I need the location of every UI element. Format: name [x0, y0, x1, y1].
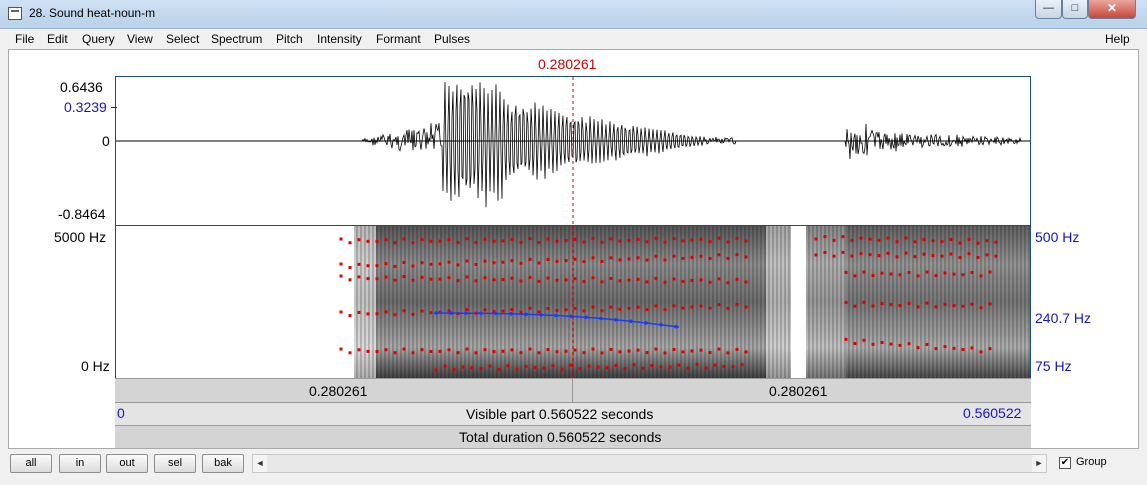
- group-checkbox[interactable]: ✔: [1059, 457, 1071, 469]
- close-button[interactable]: ✕: [1088, 0, 1136, 19]
- wave-ymark-label: 0.3239: [64, 99, 107, 115]
- spec-ybottom-label: 0 Hz: [81, 358, 110, 374]
- visible-end-label: 0.560522: [963, 405, 1022, 421]
- maximize-button[interactable]: □: [1062, 0, 1088, 19]
- menu-pitch[interactable]: Pitch: [276, 32, 303, 46]
- wave-mark-tick: [111, 107, 117, 108]
- scroll-left-icon[interactable]: ◄: [253, 455, 267, 472]
- wave-ymax-label: 0.6436: [60, 79, 103, 95]
- menu-bar: File Edit Query View Select Spectrum Pit…: [0, 29, 1147, 49]
- pitch-bottom-label: 75 Hz: [1035, 358, 1072, 374]
- horizontal-scrollbar[interactable]: ◄ ►: [252, 454, 1047, 473]
- menu-help[interactable]: Help: [1105, 32, 1130, 46]
- menu-query[interactable]: Query: [82, 32, 115, 46]
- cursor-time-label: 0.280261: [538, 56, 597, 72]
- zoom-back-button[interactable]: bak: [202, 454, 244, 473]
- title-bar[interactable]: 28. Sound heat-noun-m — □ ✕: [0, 0, 1147, 29]
- pitch-mid-label: 240.7 Hz: [1035, 310, 1092, 326]
- visible-bar[interactable]: Visible part 0.560522 seconds: [115, 402, 1031, 425]
- zoom-in-button[interactable]: in: [59, 454, 101, 473]
- menu-file[interactable]: File: [15, 32, 35, 46]
- wave-ymin-label: -0.8464: [58, 206, 106, 222]
- menu-intensity[interactable]: Intensity: [317, 32, 362, 46]
- scroll-right-icon[interactable]: ►: [1032, 455, 1046, 472]
- segment-bar[interactable]: 0.280261 0.280261: [115, 378, 1031, 402]
- segment-left-label[interactable]: 0.280261: [309, 383, 368, 399]
- visible-part-label[interactable]: Visible part 0.560522 seconds: [466, 406, 654, 422]
- visible-start-label: 0: [117, 405, 125, 421]
- segment-divider: [572, 379, 573, 402]
- waveform-panel[interactable]: [115, 76, 1031, 226]
- app-icon: [8, 7, 22, 20]
- bottom-toolbar: all in out sel bak ◄ ► ✔ Group: [0, 450, 1147, 485]
- menu-select[interactable]: Select: [166, 32, 200, 46]
- total-duration-label[interactable]: Total duration 0.560522 seconds: [459, 429, 662, 445]
- window-title: 28. Sound heat-noun-m: [29, 6, 156, 20]
- menu-pulses[interactable]: Pulses: [434, 32, 471, 46]
- zoom-sel-button[interactable]: sel: [154, 454, 196, 473]
- waveform-plot: [116, 77, 1030, 225]
- menu-spectrum[interactable]: Spectrum: [211, 32, 263, 46]
- pitch-top-label: 500 Hz: [1035, 229, 1080, 245]
- wave-yzero-label: 0: [102, 133, 110, 149]
- total-bar[interactable]: Total duration 0.560522 seconds: [115, 425, 1031, 448]
- formant-dots: [339, 235, 998, 372]
- menu-formant[interactable]: Formant: [376, 32, 421, 46]
- menu-edit[interactable]: Edit: [47, 32, 68, 46]
- zoom-all-button[interactable]: all: [10, 454, 52, 473]
- segment-right-label[interactable]: 0.280261: [769, 383, 828, 399]
- pitch-dots: [434, 311, 678, 329]
- minimize-button[interactable]: —: [1035, 0, 1062, 19]
- group-label: Group: [1076, 456, 1107, 468]
- spectrogram-plot: [339, 226, 1030, 378]
- spec-ytop-label: 5000 Hz: [54, 229, 107, 245]
- spectrogram-panel[interactable]: [115, 226, 1031, 378]
- spectrogram-energy: [354, 226, 1030, 378]
- zoom-out-button[interactable]: out: [106, 454, 148, 473]
- menu-view[interactable]: View: [127, 32, 153, 46]
